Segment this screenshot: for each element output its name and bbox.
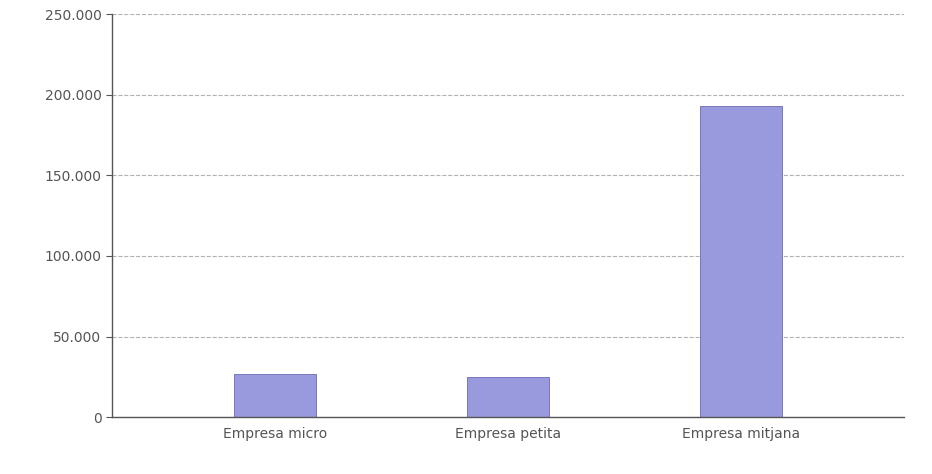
Bar	[234, 374, 316, 417]
Bar	[700, 106, 782, 417]
Bar	[467, 377, 549, 417]
